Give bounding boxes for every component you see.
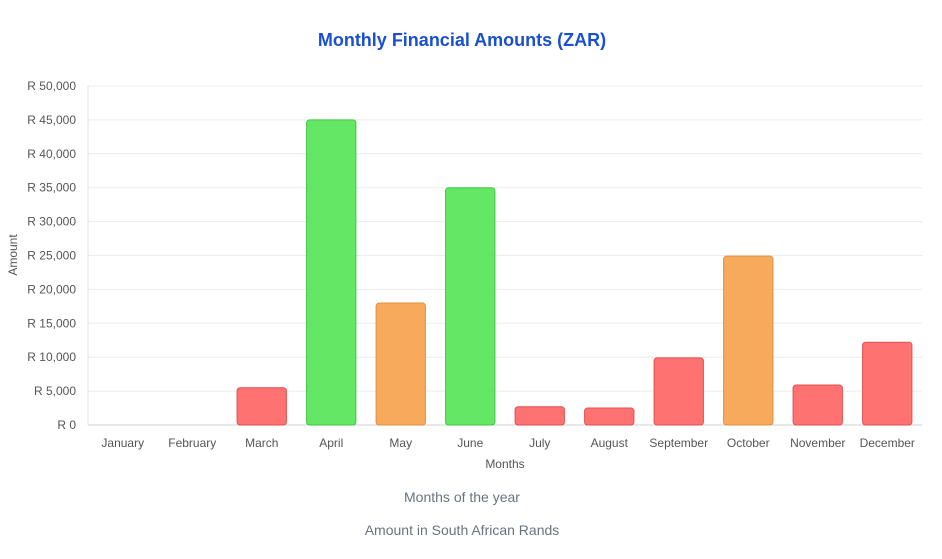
y-tick-label: R 45,000 (27, 113, 76, 127)
y-tick-label: R 50,000 (27, 79, 76, 93)
x-tick-label: October (727, 436, 770, 450)
x-tick-label: May (389, 436, 412, 450)
bar-june[interactable] (445, 187, 496, 426)
caption-months: Months of the year (404, 489, 520, 505)
y-tick-label: R 10,000 (27, 350, 76, 364)
y-tick-label: R 0 (57, 418, 76, 432)
bar-november[interactable] (792, 384, 843, 426)
y-axis-ticks: R 0 R 5,000 R 10,000 R 15,000 R 20,000 R 25,0… (27, 79, 76, 432)
y-tick-label: R 35,000 (27, 181, 76, 195)
y-tick-label: R 5,000 (34, 384, 76, 398)
y-axis-title: Amount (6, 234, 20, 276)
y-tick-label: R 25,000 (27, 249, 76, 263)
y-tick-label: R 20,000 (27, 282, 76, 296)
x-tick-label: February (168, 436, 216, 450)
x-tick-label: September (649, 436, 708, 450)
x-axis-ticks: January February March April May June July Augu… (101, 436, 915, 450)
x-tick-label: August (591, 436, 629, 450)
bar-april[interactable] (306, 119, 357, 426)
x-tick-label: June (457, 436, 483, 450)
gridlines (87, 85, 922, 426)
x-tick-label: March (245, 436, 278, 450)
bar-july[interactable] (514, 406, 565, 426)
x-tick-label: April (319, 436, 343, 450)
bar-august[interactable] (584, 407, 635, 426)
bar-may[interactable] (375, 302, 426, 426)
y-tick-label: R 30,000 (27, 215, 76, 229)
x-tick-label: November (790, 436, 845, 450)
x-tick-label: December (860, 436, 915, 450)
bar-march[interactable] (236, 387, 287, 426)
x-tick-label: January (101, 436, 144, 450)
y-tick-label: R 40,000 (27, 147, 76, 161)
caption-currency: Amount in South African Rands (364, 522, 560, 538)
x-axis-title: Months (485, 457, 524, 471)
y-tick-label: R 15,000 (27, 316, 76, 330)
bar-december[interactable] (862, 341, 913, 426)
bars (236, 119, 913, 426)
bar-october[interactable] (723, 255, 774, 426)
bar-september[interactable] (653, 357, 704, 426)
chart-title: Monthly Financial Amounts (ZAR) (317, 30, 607, 50)
x-tick-label: July (529, 436, 550, 450)
